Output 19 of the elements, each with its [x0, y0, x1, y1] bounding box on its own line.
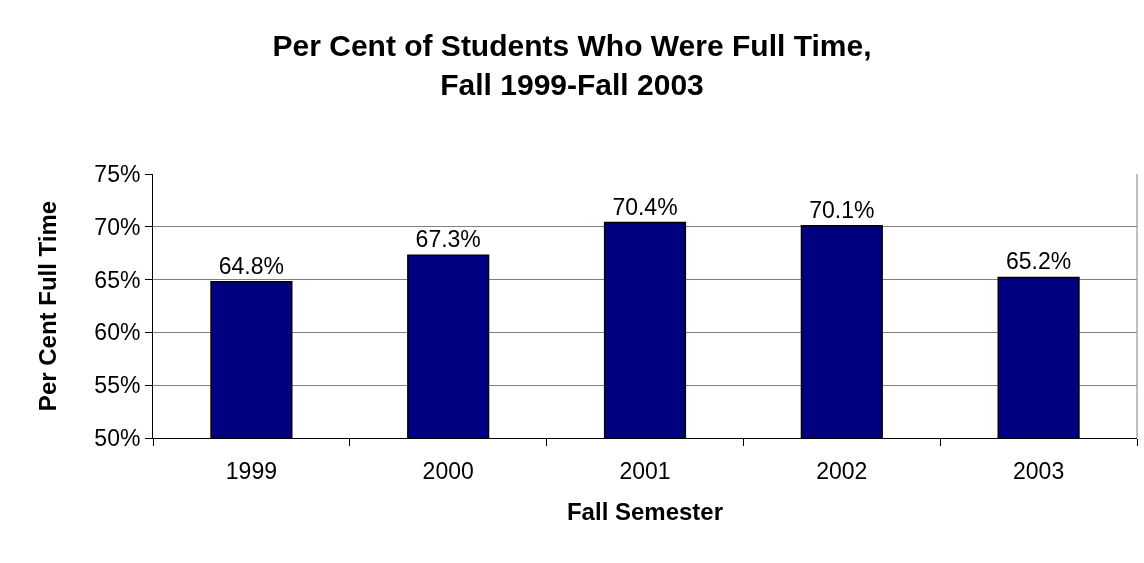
y-tick-label: 65% [94, 266, 141, 293]
x-tick-label: 2000 [422, 457, 474, 484]
chart-title: Per Cent of Students Who Were Full Time, Fall 1999-Fall 2003 [272, 29, 872, 101]
y-tick-label: 60% [94, 319, 141, 346]
data-label: 64.8% [218, 252, 285, 279]
data-label: 70.1% [809, 196, 875, 223]
x-tick-label: 1999 [225, 457, 277, 484]
y-tick-label: 75% [94, 161, 141, 188]
x-tick-label: 2002 [816, 457, 868, 484]
data-label: 65.2% [1005, 248, 1072, 275]
x-axis-title: Fall Semester [566, 497, 724, 525]
y-tick-label: 55% [94, 372, 141, 399]
data-label: 70.4% [612, 193, 678, 220]
x-tick-label: 2003 [1013, 457, 1065, 484]
data-label: 67.3% [415, 226, 481, 253]
y-tick-label: 50% [94, 425, 141, 452]
y-tick-label: 70% [94, 213, 141, 240]
y-axis-title: Per Cent Full Time [34, 200, 62, 412]
x-tick-label: 2001 [619, 457, 671, 484]
